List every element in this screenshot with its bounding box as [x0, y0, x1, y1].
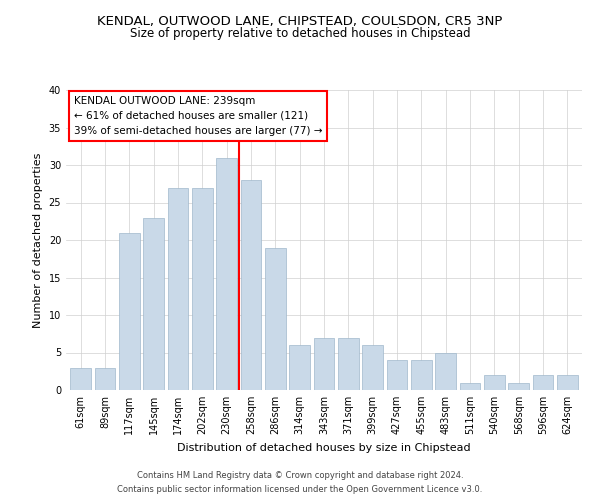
Bar [411, 360, 432, 390]
Bar [192, 188, 212, 390]
Bar [362, 345, 383, 390]
Text: Contains HM Land Registry data © Crown copyright and database right 2024.
Contai: Contains HM Land Registry data © Crown c… [118, 472, 482, 494]
Bar [484, 375, 505, 390]
Bar [241, 180, 262, 390]
Y-axis label: Number of detached properties: Number of detached properties [33, 152, 43, 328]
Bar [216, 158, 237, 390]
Bar [386, 360, 407, 390]
Bar [289, 345, 310, 390]
Text: KENDAL OUTWOOD LANE: 239sqm
← 61% of detached houses are smaller (121)
39% of se: KENDAL OUTWOOD LANE: 239sqm ← 61% of det… [74, 96, 322, 136]
Bar [167, 188, 188, 390]
Bar [508, 382, 529, 390]
Bar [460, 382, 481, 390]
Bar [436, 352, 456, 390]
Bar [557, 375, 578, 390]
Bar [95, 368, 115, 390]
Bar [533, 375, 553, 390]
Bar [119, 232, 140, 390]
Bar [314, 338, 334, 390]
Bar [143, 218, 164, 390]
Bar [338, 338, 359, 390]
Text: Size of property relative to detached houses in Chipstead: Size of property relative to detached ho… [130, 28, 470, 40]
Bar [70, 368, 91, 390]
Text: KENDAL, OUTWOOD LANE, CHIPSTEAD, COULSDON, CR5 3NP: KENDAL, OUTWOOD LANE, CHIPSTEAD, COULSDO… [97, 15, 503, 28]
X-axis label: Distribution of detached houses by size in Chipstead: Distribution of detached houses by size … [177, 442, 471, 452]
Bar [265, 248, 286, 390]
